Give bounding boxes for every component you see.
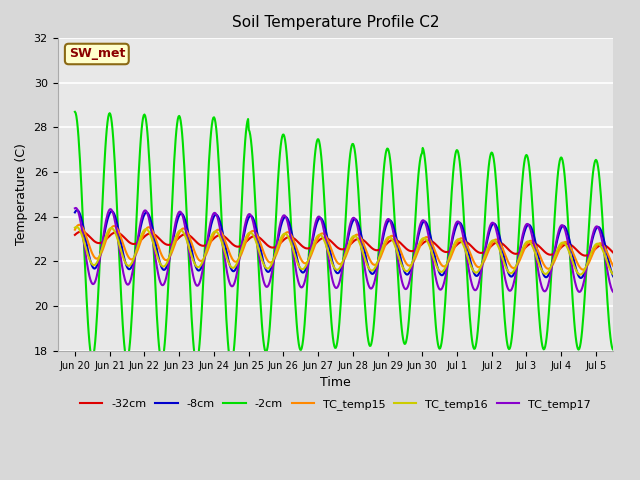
Title: Soil Temperature Profile C2: Soil Temperature Profile C2: [232, 15, 439, 30]
Text: SW_met: SW_met: [68, 48, 125, 60]
X-axis label: Time: Time: [320, 376, 351, 389]
Legend: -32cm, -8cm, -2cm, TC_temp15, TC_temp16, TC_temp17: -32cm, -8cm, -2cm, TC_temp15, TC_temp16,…: [76, 394, 595, 414]
Y-axis label: Temperature (C): Temperature (C): [15, 144, 28, 245]
